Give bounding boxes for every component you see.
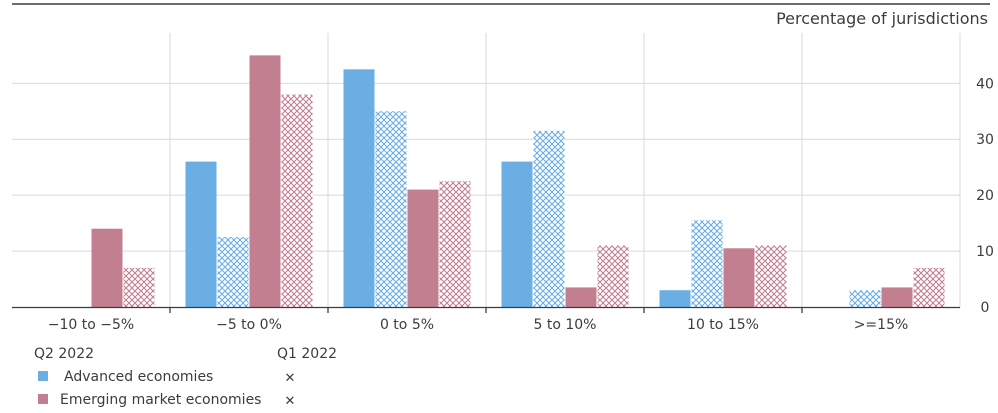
legend-label-emerging: Emerging market economies xyxy=(60,392,261,408)
legend-label-advanced: Advanced economies xyxy=(64,369,213,385)
bar-emerging-q1-2022-0 xyxy=(123,267,155,307)
legend-col-header-q2: Q2 2022 xyxy=(34,346,94,362)
x-tick-labels: −10 to −5% −5 to 0% 0 to 5% 5 to 10% 10 to 1… xyxy=(48,317,909,333)
bar-emerging-q1-2022-1 xyxy=(281,94,313,308)
y-axis-label: Percentage of jurisdictions xyxy=(776,9,988,28)
legend-swatch-advanced-q2 xyxy=(38,371,48,381)
bar-emerging-q1-2022-2 xyxy=(439,181,471,307)
bar-emerging-q1-2022-3 xyxy=(597,245,629,307)
bar-advanced-q2-2022-2 xyxy=(343,69,375,307)
legend-col-header-q1: Q1 2022 xyxy=(277,346,337,362)
bar-advanced-q2-2022-1 xyxy=(185,161,217,307)
bar-emerging-q2-2022-4 xyxy=(723,248,755,307)
x-tick-label: −5 to 0% xyxy=(216,317,282,333)
bar-advanced-q2-2022-3 xyxy=(501,161,533,307)
bar-advanced-q1-2022-5 xyxy=(849,290,881,307)
y-tick-label: 10 xyxy=(976,244,994,260)
x-tick-label: >=15% xyxy=(854,317,909,333)
y-tick-label: 20 xyxy=(976,188,994,204)
x-tick-label: 10 to 15% xyxy=(687,317,759,333)
gridlines xyxy=(12,33,961,307)
bar-advanced-q1-2022-4 xyxy=(691,220,723,307)
x-tick-label: −10 to −5% xyxy=(48,317,134,333)
bar-emerging-q2-2022-3 xyxy=(565,287,597,307)
bar-emerging-q2-2022-0 xyxy=(91,228,123,307)
bar-emerging-q1-2022-4 xyxy=(755,245,787,307)
y-tick-labels: 0 10 20 30 40 xyxy=(976,76,994,316)
legend: Q2 2022 Q1 2022 Advanced economies ✕ Eme… xyxy=(34,346,337,409)
bar-advanced-q1-2022-2 xyxy=(375,111,407,308)
y-tick-label: 30 xyxy=(976,132,994,148)
legend-swatch-advanced-q1: ✕ xyxy=(285,371,296,386)
bar-emerging-q2-2022-5 xyxy=(881,287,913,307)
bar-emerging-q1-2022-5 xyxy=(913,267,945,307)
bar-advanced-q1-2022-3 xyxy=(533,130,565,307)
x-tick-label: 5 to 10% xyxy=(534,317,597,333)
bar-emerging-q2-2022-2 xyxy=(407,189,439,307)
x-axis xyxy=(12,306,960,313)
x-tick-label: 0 to 5% xyxy=(380,317,434,333)
legend-swatch-emerging-q2 xyxy=(38,394,48,404)
y-tick-label: 40 xyxy=(976,76,994,92)
bar-advanced-q1-2022-1 xyxy=(217,237,249,307)
bar-emerging-q2-2022-1 xyxy=(249,55,281,308)
legend-swatch-emerging-q1: ✕ xyxy=(285,394,296,409)
y-tick-label: 0 xyxy=(981,300,990,316)
bar-advanced-q2-2022-4 xyxy=(659,290,691,307)
bars xyxy=(91,55,945,308)
